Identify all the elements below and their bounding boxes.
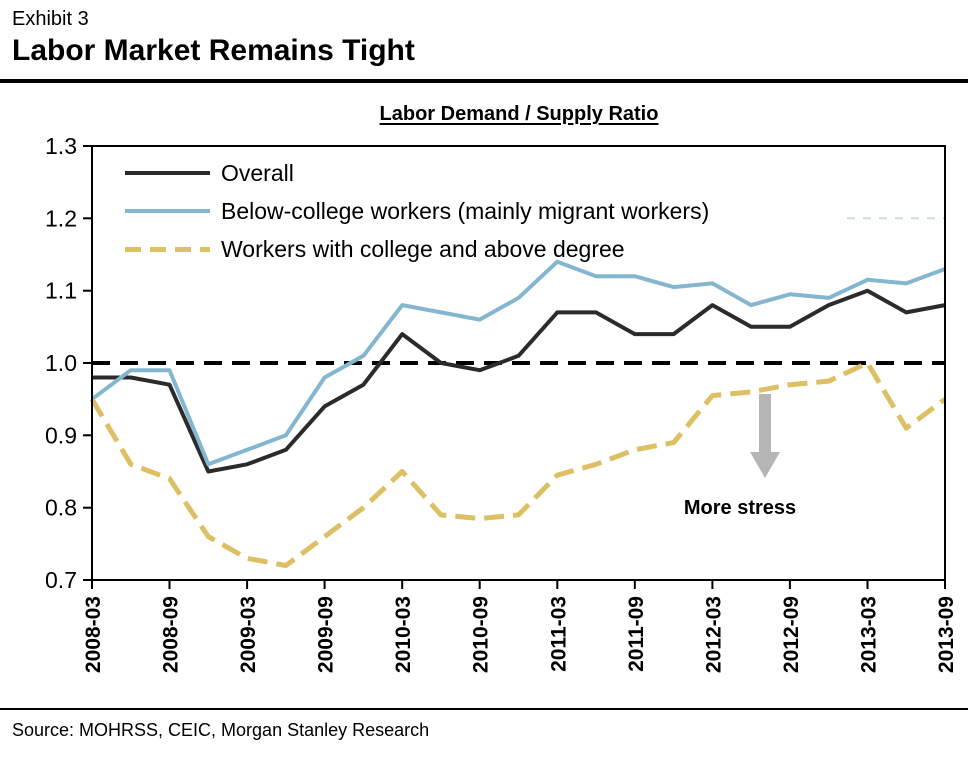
footer-divider (0, 708, 968, 710)
svg-text:2008-09: 2008-09 (160, 596, 183, 673)
svg-text:2008-03: 2008-03 (82, 596, 105, 673)
chart-area: 0.7 0.8 0.9 1.0 1.1 1.2 1.3 2008-03 2008-09 2009-… (0, 132, 968, 692)
header: Exhibit 3 Labor Market Remains Tight (0, 0, 968, 69)
legend-item-below-college: Below-college workers (mainly migrant wo… (125, 192, 709, 230)
svg-text:2012-03: 2012-03 (702, 596, 725, 673)
legend-line-sample-below-college (125, 209, 210, 213)
legend-label-overall: Overall (221, 159, 294, 186)
svg-text:2012-09: 2012-09 (780, 596, 803, 673)
svg-text:2013-03: 2013-03 (858, 596, 881, 673)
svg-text:2011-03: 2011-03 (547, 596, 570, 672)
svg-text:0.9: 0.9 (45, 422, 77, 448)
svg-text:More stress: More stress (684, 497, 796, 519)
legend-label-college: Workers with college and above degree (221, 235, 625, 262)
chart-title: Labor Demand / Supply Ratio (379, 103, 659, 125)
svg-text:2010-03: 2010-03 (392, 596, 415, 673)
svg-text:1.2: 1.2 (45, 205, 77, 231)
chart-legend: Overall Below-college workers (mainly mi… (125, 154, 709, 268)
labor-ratio-chart: 0.7 0.8 0.9 1.0 1.1 1.2 1.3 2008-03 2008-09 2009-… (45, 133, 958, 673)
svg-text:2009-03: 2009-03 (237, 596, 260, 673)
title-divider (0, 79, 968, 83)
svg-text:2011-09: 2011-09 (625, 596, 648, 672)
exhibit-label: Exhibit 3 (12, 8, 89, 30)
chart-title-wrap: Labor Demand / Supply Ratio (0, 103, 968, 126)
legend-line-sample-overall (125, 171, 210, 175)
svg-text:2009-09: 2009-09 (315, 596, 338, 673)
legend-item-overall: Overall (125, 154, 709, 192)
svg-text:0.7: 0.7 (45, 567, 77, 593)
svg-text:1.0: 1.0 (45, 350, 77, 376)
svg-text:2010-09: 2010-09 (470, 596, 493, 673)
page-title: Labor Market Remains Tight (12, 34, 415, 67)
legend-item-college: Workers with college and above degree (125, 230, 709, 268)
legend-label-below-college: Below-college workers (mainly migrant wo… (221, 197, 710, 224)
svg-text:2013-09: 2013-09 (935, 596, 958, 673)
source-line: Source: MOHRSS, CEIC, Morgan Stanley Res… (12, 720, 430, 740)
svg-text:1.3: 1.3 (45, 133, 77, 159)
legend-line-sample-college (125, 246, 210, 252)
svg-text:1.1: 1.1 (45, 278, 77, 304)
svg-text:0.8: 0.8 (45, 495, 77, 521)
